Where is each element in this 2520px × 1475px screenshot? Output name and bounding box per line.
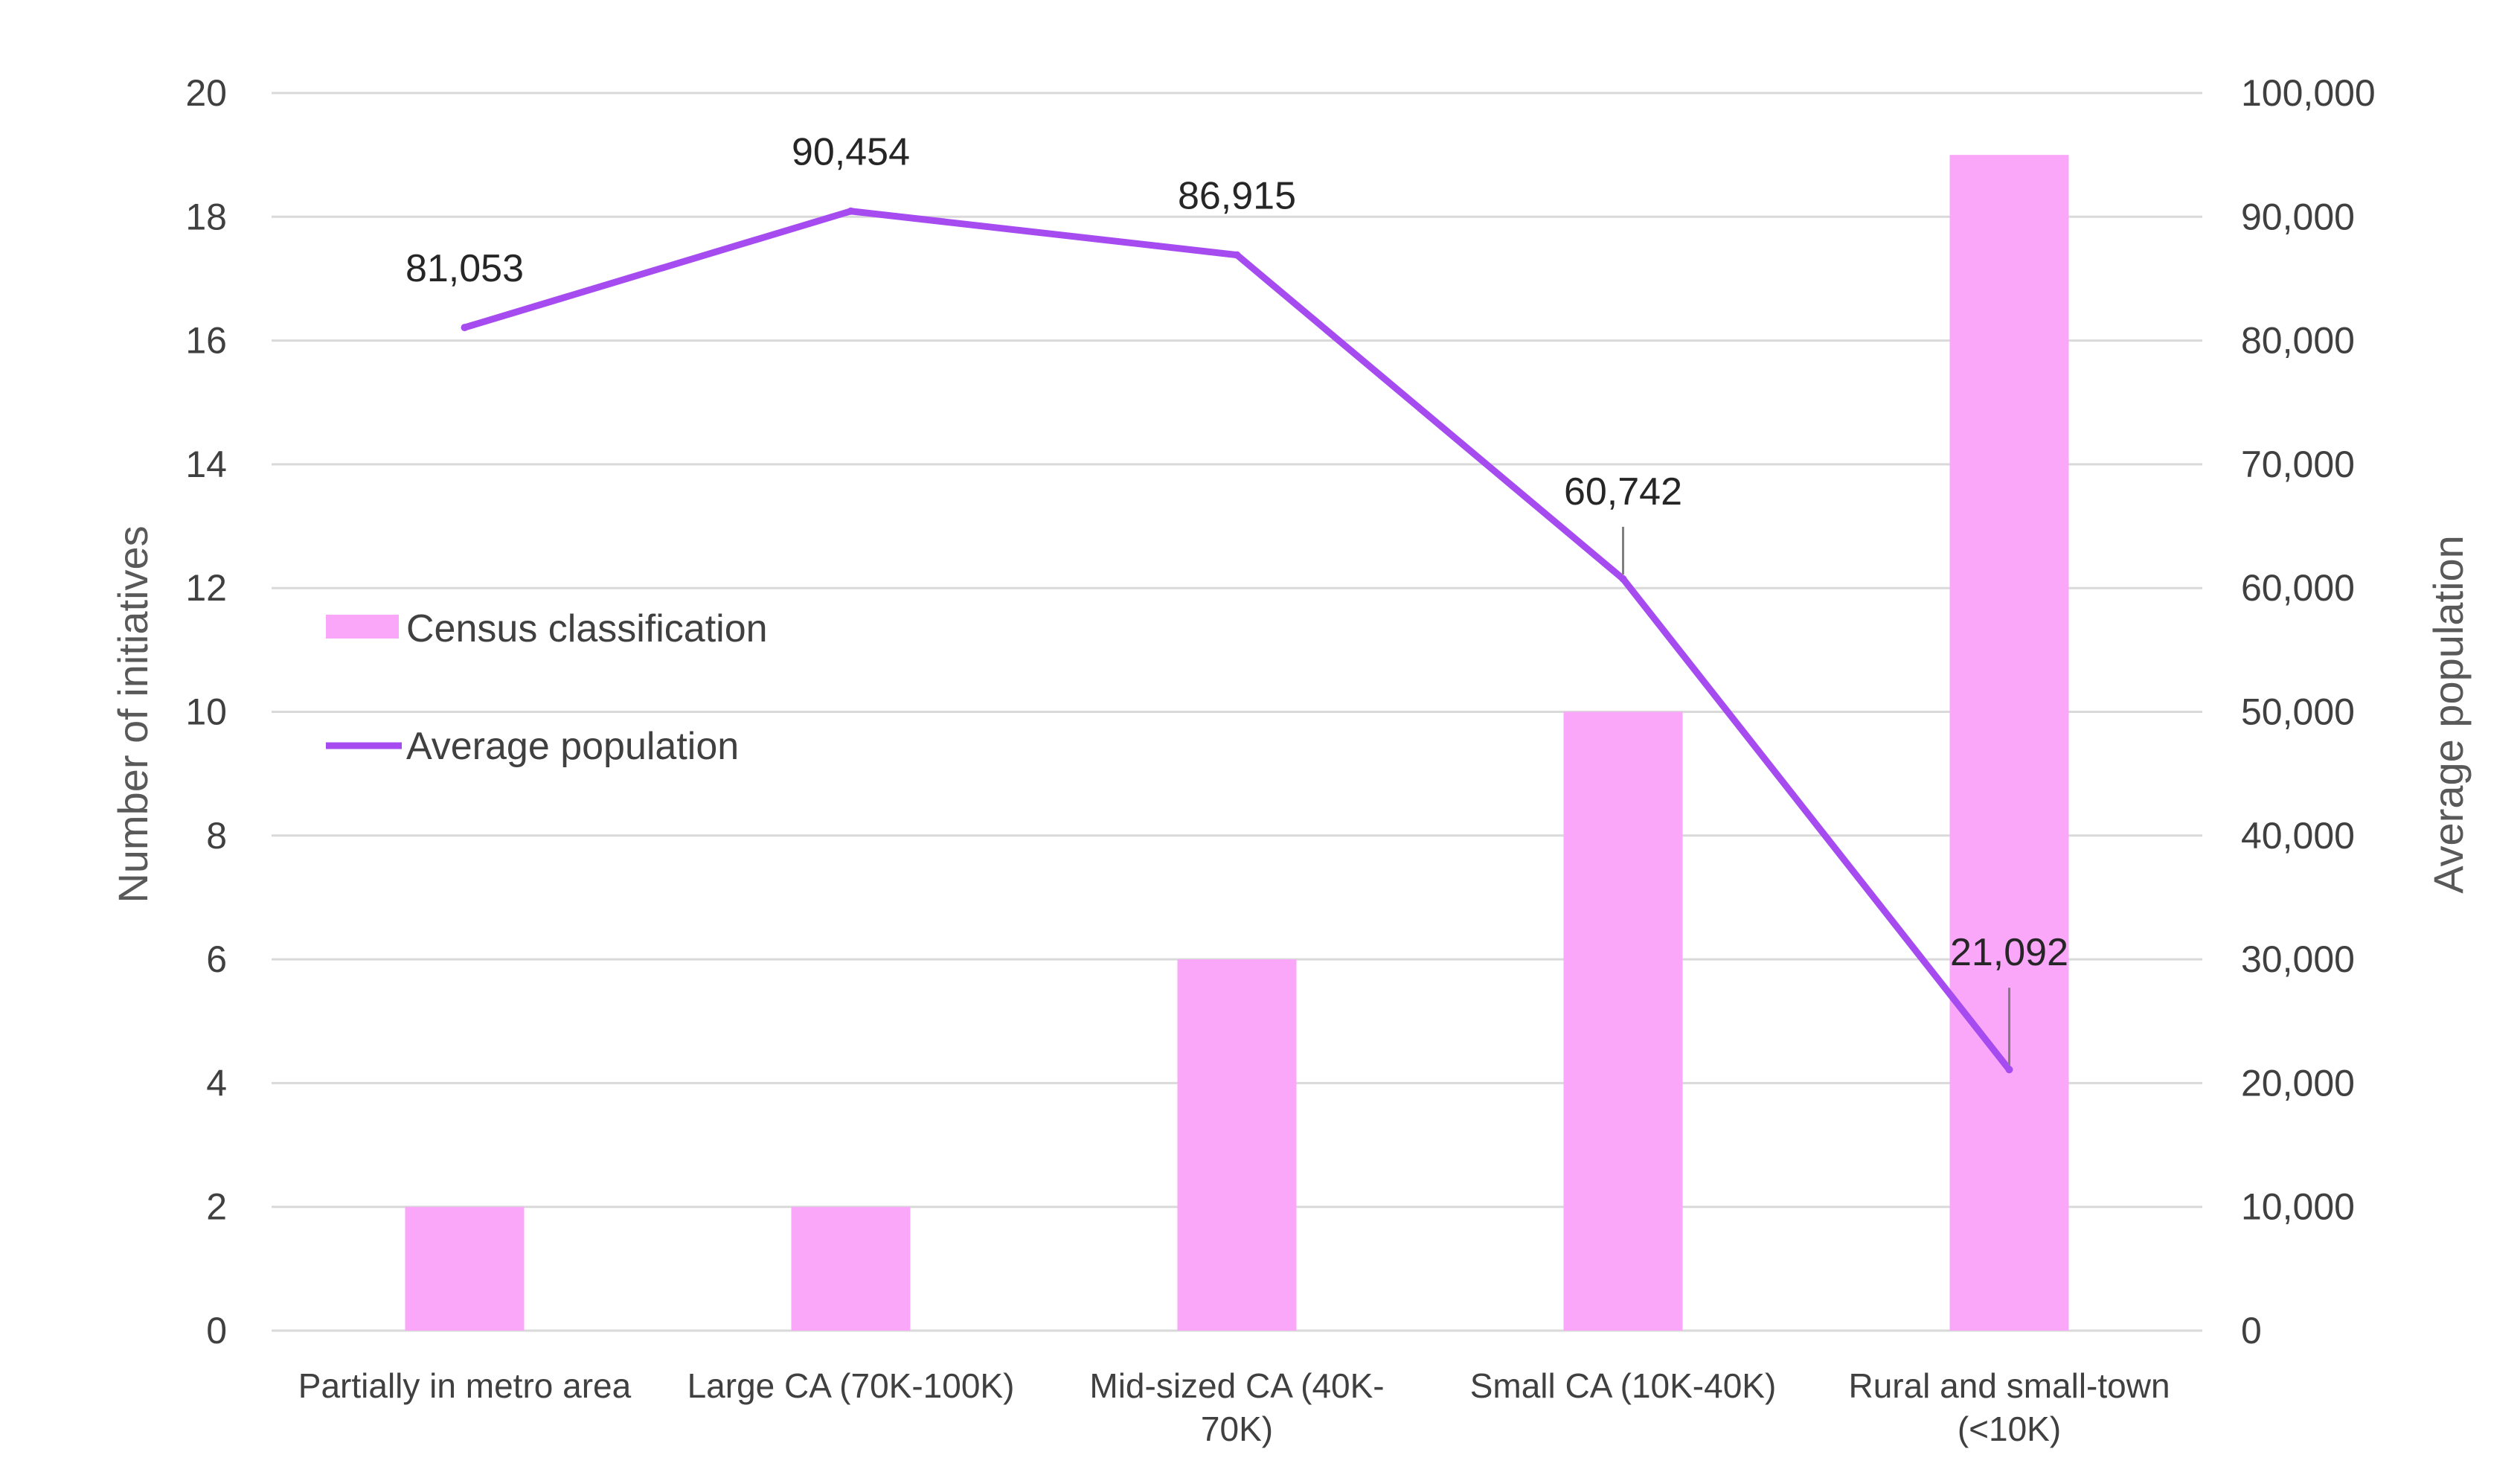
left-axis-tick-label: 18 [185, 196, 227, 237]
line-series-average-population [461, 207, 2013, 1074]
line-data-label: 81,053 [405, 247, 524, 290]
x-axis-category-label: Large CA (70K-100K) [687, 1366, 1015, 1405]
x-axis-category-label: Small CA (10K-40K) [1470, 1366, 1777, 1405]
left-axis-tick-label: 10 [185, 691, 227, 733]
left-axis-tick-label: 2 [206, 1186, 227, 1228]
right-axis-tick-label: 0 [2241, 1310, 2262, 1351]
legend-line-label: Average population [406, 725, 739, 768]
bar-series-census-classification [405, 155, 2069, 1331]
left-axis-ticks: 0 2 4 6 8 10 12 14 16 18 20 [185, 72, 227, 1351]
left-axis-tick-label: 14 [185, 444, 227, 485]
right-axis-ticks: 0 10,000 20,000 30,000 40,000 50,000 60,000 70,… [2241, 72, 2376, 1351]
legend-bar-swatch [326, 615, 399, 639]
right-axis-tick-label: 80,000 [2241, 320, 2355, 362]
left-axis-tick-label: 0 [206, 1310, 227, 1351]
x-axis-category-label: 70K) [1201, 1410, 1273, 1448]
bar [1177, 959, 1297, 1331]
line-point [1233, 251, 1241, 259]
bar [1563, 711, 1683, 1331]
left-axis-tick-label: 20 [185, 72, 227, 114]
right-axis-title: Average population [2425, 535, 2472, 894]
right-axis-tick-label: 90,000 [2241, 196, 2355, 237]
line-data-labels: 81,053 90,454 86,915 60,742 21,092 [405, 131, 2068, 1066]
x-axis-category-label: Partially in metro area [298, 1366, 632, 1405]
left-axis-tick-label: 8 [206, 815, 227, 857]
line-data-label: 21,092 [1950, 931, 2068, 974]
right-axis-tick-label: 100,000 [2241, 72, 2376, 114]
line-point [847, 207, 855, 215]
bar [1949, 155, 2069, 1331]
line-data-label: 60,742 [1564, 470, 1682, 513]
line-point [2005, 1066, 2013, 1074]
x-axis-category-label: (<10K) [1958, 1410, 2061, 1448]
right-axis-tick-label: 60,000 [2241, 567, 2355, 609]
gridlines [272, 92, 2202, 1332]
right-axis-tick-label: 50,000 [2241, 691, 2355, 733]
right-axis-tick-label: 40,000 [2241, 815, 2355, 857]
left-axis-tick-label: 6 [206, 938, 227, 980]
x-axis-category-labels: Partially in metro area Large CA (70K-100… [298, 1366, 2170, 1448]
x-axis-category-label: Mid-sized CA (40K- [1089, 1366, 1384, 1405]
bar [405, 1206, 525, 1331]
right-axis-tick-label: 20,000 [2241, 1062, 2355, 1104]
left-axis-tick-label: 16 [185, 320, 227, 362]
right-axis-tick-label: 10,000 [2241, 1186, 2355, 1228]
line-data-label: 90,454 [792, 131, 910, 174]
line-data-label: 86,915 [1178, 175, 1296, 218]
bar [791, 1206, 911, 1331]
left-axis-tick-label: 4 [206, 1062, 227, 1104]
left-axis-tick-label: 12 [185, 567, 227, 609]
left-axis-title: Number of initiatives [109, 525, 156, 903]
right-axis-tick-label: 30,000 [2241, 938, 2355, 980]
right-axis-tick-label: 70,000 [2241, 444, 2355, 485]
x-axis-category-label: Rural and small-town [1848, 1366, 2170, 1405]
line-point [1619, 575, 1627, 583]
line-point [461, 324, 469, 332]
legend-bar-label: Census classification [406, 607, 768, 650]
legend: Census classification Average population [326, 607, 768, 768]
